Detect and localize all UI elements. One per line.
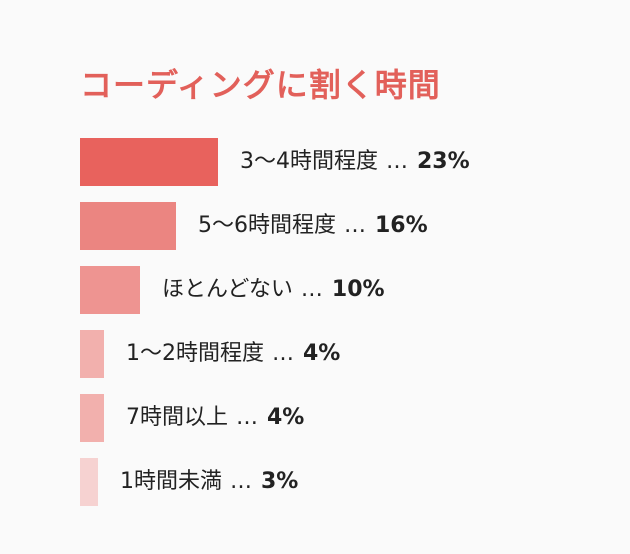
separator: … (228, 405, 267, 430)
value-label: 23% (417, 149, 470, 174)
value-label: 4% (267, 405, 305, 430)
bar-label: 1時間未満 … 3% (120, 458, 298, 506)
category-label: 1時間未満 (120, 469, 222, 494)
value-label: 16% (375, 213, 428, 238)
category-label: 5〜6時間程度 (198, 213, 336, 238)
bar (80, 266, 140, 314)
bar (80, 330, 104, 378)
bar-label: 7時間以上 … 4% (126, 394, 304, 442)
category-label: 1〜2時間程度 (126, 341, 264, 366)
category-label: 7時間以上 (126, 405, 228, 430)
value-label: 4% (303, 341, 341, 366)
category-label: 3〜4時間程度 (240, 149, 378, 174)
bar (80, 202, 176, 250)
bar-label: 5〜6時間程度 … 16% (198, 202, 428, 250)
value-label: 3% (261, 469, 299, 494)
bar-label: ほとんどない … 10% (162, 266, 385, 314)
separator: … (336, 213, 375, 238)
bar (80, 394, 104, 442)
separator: … (292, 277, 332, 302)
bar-label: 3〜4時間程度 … 23% (240, 138, 470, 186)
separator: … (264, 341, 303, 366)
category-label: ほとんどない (162, 277, 293, 302)
bar (80, 458, 98, 506)
separator: … (378, 149, 417, 174)
value-label: 10% (331, 277, 385, 302)
separator: … (222, 469, 261, 494)
chart-title: コーディングに割く時間 (80, 66, 441, 104)
bar (80, 138, 218, 186)
bar-label: 1〜2時間程度 … 4% (126, 330, 340, 378)
